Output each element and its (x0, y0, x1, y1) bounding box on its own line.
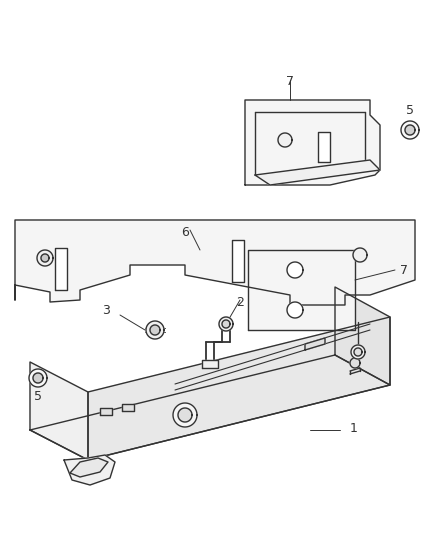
Polygon shape (354, 348, 362, 356)
Polygon shape (88, 317, 390, 460)
Polygon shape (248, 250, 355, 330)
Polygon shape (55, 248, 67, 290)
Polygon shape (305, 338, 325, 350)
Polygon shape (401, 121, 419, 139)
Text: 2: 2 (236, 296, 244, 309)
Polygon shape (335, 287, 390, 385)
Polygon shape (318, 132, 330, 162)
Polygon shape (222, 320, 230, 328)
Polygon shape (37, 250, 53, 266)
Polygon shape (202, 360, 218, 368)
Polygon shape (122, 404, 134, 411)
Polygon shape (245, 100, 380, 185)
Polygon shape (30, 362, 88, 460)
Text: 5: 5 (34, 390, 42, 402)
Polygon shape (219, 317, 233, 331)
Polygon shape (173, 403, 197, 427)
Polygon shape (278, 133, 292, 147)
Text: 3: 3 (102, 303, 110, 317)
Text: 6: 6 (181, 226, 189, 239)
Polygon shape (255, 160, 380, 185)
Polygon shape (350, 358, 360, 368)
Polygon shape (232, 240, 244, 282)
Polygon shape (353, 248, 367, 262)
Text: 7: 7 (286, 75, 294, 88)
Polygon shape (41, 254, 49, 262)
Polygon shape (287, 302, 303, 318)
Polygon shape (100, 408, 112, 415)
Polygon shape (70, 458, 108, 477)
Polygon shape (351, 345, 365, 359)
Polygon shape (287, 262, 303, 278)
Polygon shape (178, 408, 192, 422)
Polygon shape (15, 220, 415, 305)
Polygon shape (146, 321, 164, 339)
Polygon shape (64, 455, 115, 485)
Polygon shape (30, 355, 390, 460)
Polygon shape (150, 325, 160, 335)
Text: 1: 1 (350, 422, 358, 434)
Text: 5: 5 (406, 103, 414, 117)
Polygon shape (33, 373, 43, 383)
Polygon shape (405, 125, 415, 135)
Text: 7: 7 (400, 263, 408, 277)
Polygon shape (29, 369, 47, 387)
